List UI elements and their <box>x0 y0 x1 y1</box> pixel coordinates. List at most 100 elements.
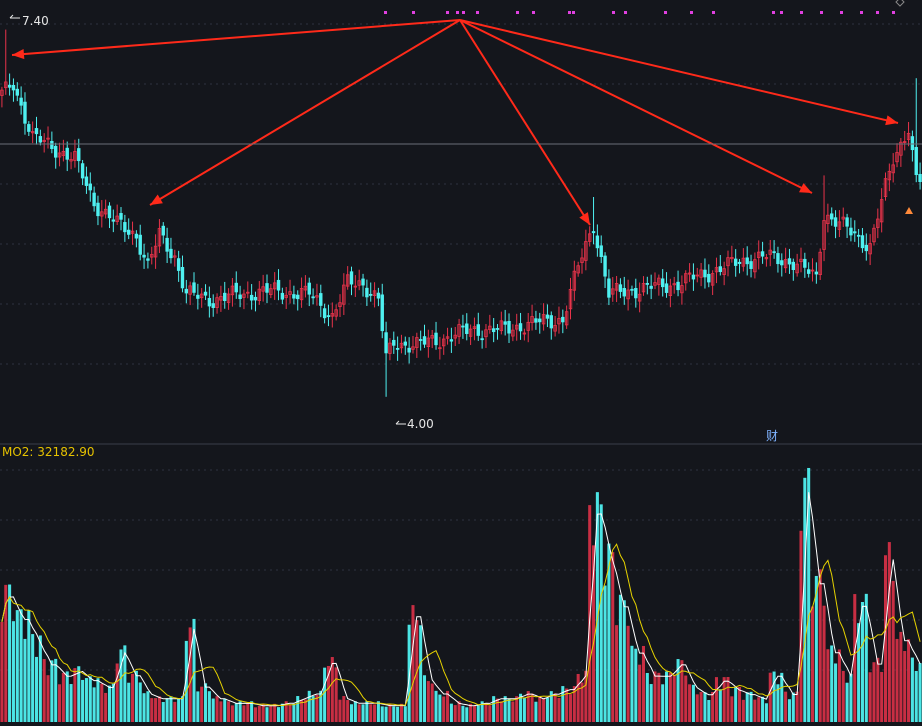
candle-body <box>607 278 611 298</box>
current-price-triangle-icon <box>905 207 913 214</box>
volume-bar <box>369 704 373 722</box>
volume-bar <box>499 701 503 722</box>
volume-bar <box>484 703 488 722</box>
candle-body <box>584 241 588 261</box>
candle-body <box>872 227 876 243</box>
volume-bar <box>534 701 538 722</box>
volume-bar <box>399 703 403 722</box>
volume-bar <box>69 684 73 722</box>
volume-bar <box>503 696 507 722</box>
volume-bar <box>461 705 465 722</box>
volume-bar <box>618 594 622 722</box>
volume-bar <box>776 684 780 722</box>
volume-bar <box>907 639 911 722</box>
volume-bar <box>622 600 626 722</box>
volume-bar <box>38 635 42 722</box>
volume-bar <box>361 704 365 722</box>
volume-bar <box>219 701 223 722</box>
event-marker <box>690 11 693 14</box>
volume-bar <box>269 705 273 722</box>
candle-body <box>476 324 480 336</box>
event-markers <box>384 11 895 14</box>
candle-body <box>292 294 296 299</box>
event-marker <box>572 11 575 14</box>
candle-body <box>319 293 323 306</box>
candle-body <box>515 324 519 330</box>
volume-bar <box>173 701 177 722</box>
candle-body <box>864 244 868 252</box>
candle-body <box>634 288 638 299</box>
volume-bar <box>61 672 65 722</box>
candle-body <box>611 288 615 295</box>
high-price-pointer <box>9 14 20 19</box>
candle-body <box>641 283 646 293</box>
volume-bar <box>300 700 304 722</box>
volume-bar <box>615 625 619 722</box>
volume-bar <box>465 707 469 722</box>
volume-bar <box>426 681 430 722</box>
volume-bar <box>918 663 922 722</box>
event-marker <box>412 11 415 14</box>
volume-bar <box>54 658 58 722</box>
volume-bar <box>419 625 423 722</box>
event-marker <box>532 11 535 14</box>
volume-bar <box>691 684 695 722</box>
volume-bar <box>672 675 676 722</box>
candle-body <box>814 271 819 275</box>
volume-bar <box>50 660 54 722</box>
volume-bar <box>711 692 715 722</box>
volume-bar <box>23 638 27 722</box>
candle-body <box>272 282 277 290</box>
volume-bar <box>150 698 154 722</box>
candle-body <box>361 278 365 286</box>
candle-body <box>407 347 411 353</box>
volume-bar <box>799 530 803 722</box>
volume-bar <box>211 698 215 722</box>
candle-body <box>553 325 557 332</box>
volume-bar <box>803 477 807 722</box>
candle-body <box>57 152 62 158</box>
volume-ma-short <box>1 492 921 707</box>
candle-body <box>741 257 746 267</box>
volume-bar <box>277 707 281 722</box>
diamond-icon[interactable] <box>895 0 905 7</box>
candle-body <box>910 136 915 151</box>
volume-bar <box>726 676 730 722</box>
candle-body <box>19 97 23 106</box>
volume-bar <box>273 703 277 722</box>
candle-body <box>384 332 388 354</box>
candle-body <box>826 214 830 225</box>
volume-bar <box>699 691 703 722</box>
candle-body <box>115 215 119 222</box>
volume-bar <box>253 707 257 722</box>
volume-bar <box>42 659 46 722</box>
volume-bar <box>215 696 219 722</box>
candle-body <box>534 318 538 323</box>
volume-bar <box>680 660 684 722</box>
candle-body <box>92 192 96 207</box>
candle-body <box>687 272 692 275</box>
candle-body <box>150 254 154 258</box>
volume-bar <box>303 699 307 722</box>
candle-body <box>253 296 258 301</box>
volume-bar <box>722 677 726 722</box>
volume-bar <box>115 663 119 722</box>
volume-bar <box>757 697 761 722</box>
volume-bar <box>864 593 868 722</box>
grid-lines <box>0 23 922 671</box>
candle-body <box>153 245 158 258</box>
volume-bar <box>519 693 523 722</box>
volume-bar <box>104 692 108 722</box>
candle-body <box>499 320 504 332</box>
financial-badge[interactable]: 财 <box>766 429 778 443</box>
volume-bar <box>511 701 515 722</box>
candle-body <box>418 339 423 341</box>
candle-body <box>73 151 77 161</box>
volume-bar <box>169 696 173 722</box>
volume-bar <box>31 634 35 722</box>
event-marker <box>612 11 615 14</box>
volume-bar <box>738 686 742 722</box>
volume-bar <box>745 692 749 722</box>
candle-body <box>130 230 135 234</box>
